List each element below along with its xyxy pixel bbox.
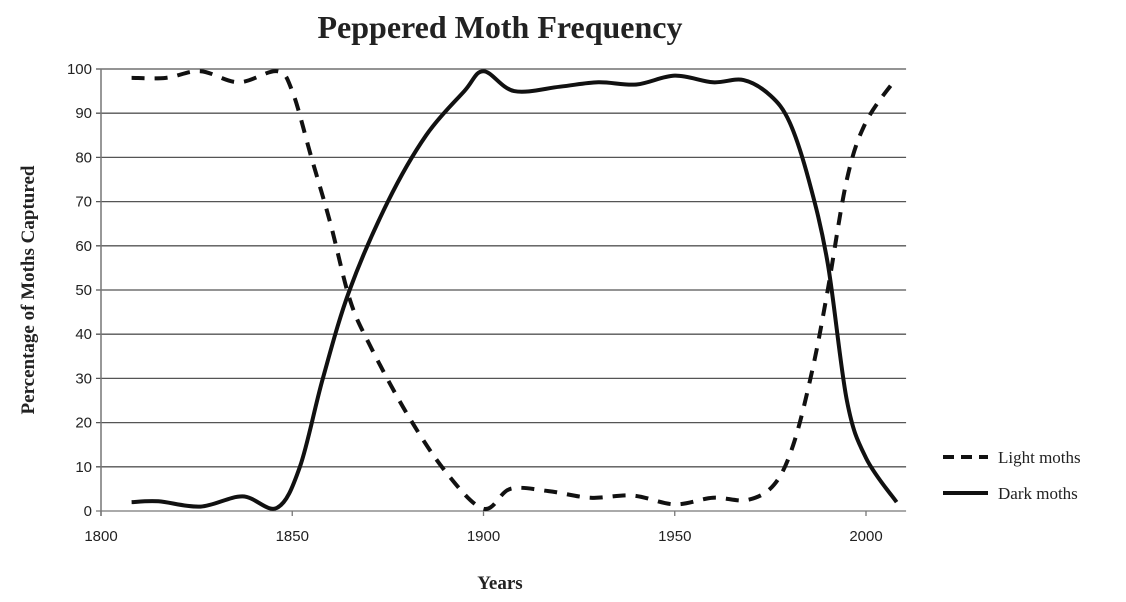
y-tick-label: 60 [75, 238, 92, 255]
y-tick-label: 20 [75, 415, 92, 432]
y-tick-label: 30 [75, 370, 92, 387]
y-axis-label: Percentage of Moths Captured [18, 165, 39, 414]
y-tick-label: 50 [75, 282, 92, 299]
x-axis-label: Years [477, 573, 522, 594]
y-tick-label: 90 [75, 105, 92, 122]
y-tick-label: 80 [75, 149, 92, 166]
x-tick-label: 1800 [84, 528, 117, 545]
series-line-dark-moths [131, 69, 899, 511]
x-tick-label: 1850 [276, 528, 309, 545]
x-tick-label: 1900 [467, 528, 500, 545]
y-tick-label: 70 [75, 194, 92, 211]
y-tick-label: 0 [84, 503, 92, 520]
series-line-light-moths [131, 69, 899, 511]
x-tick-label: 1950 [658, 528, 691, 545]
x-tick-label: 2000 [849, 528, 882, 545]
legend-label-dark-moths: Dark moths [998, 484, 1078, 503]
y-tick-label: 10 [75, 459, 92, 476]
legend-label-light-moths: Light moths [998, 448, 1081, 467]
chart-title: Peppered Moth Frequency [318, 9, 683, 45]
y-tick-label: 100 [67, 61, 92, 78]
y-tick-label: 40 [75, 326, 92, 343]
